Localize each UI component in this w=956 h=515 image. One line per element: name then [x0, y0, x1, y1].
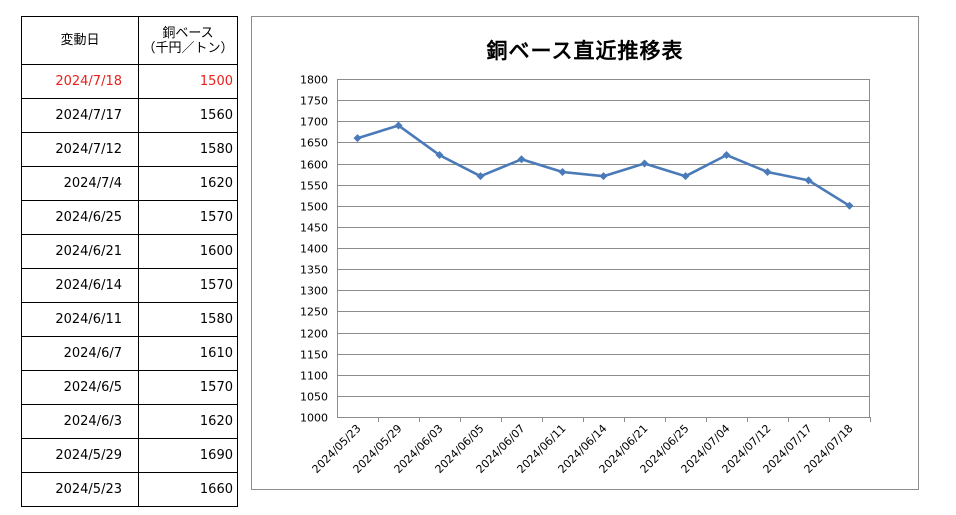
row-date: 2024/6/11 — [21, 302, 139, 337]
table-row: 2024/6/5 1570 — [21, 370, 238, 405]
y-tick-label: 1400 — [300, 243, 328, 256]
row-price: 1570 — [138, 370, 238, 405]
table-row: 2024/6/25 1570 — [21, 200, 238, 235]
table-row: 2024/6/21 1600 — [21, 234, 238, 269]
y-tick-label: 1300 — [300, 285, 328, 298]
row-date: 2024/6/7 — [21, 336, 139, 371]
row-date: 2024/5/29 — [21, 438, 139, 473]
row-price: 1580 — [138, 302, 238, 337]
table-row: 2024/6/3 1620 — [21, 404, 238, 439]
row-date: 2024/7/12 — [21, 132, 139, 167]
row-date: 2024/6/5 — [21, 370, 139, 405]
table-row: 2024/7/4 1620 — [21, 166, 238, 201]
table-row: 2024/6/14 1570 — [21, 268, 238, 303]
table-row: 2024/6/7 1610 — [21, 336, 238, 371]
row-date: 2024/7/18 — [21, 64, 139, 99]
row-date: 2024/5/23 — [21, 472, 139, 507]
row-price: 1560 — [138, 98, 238, 133]
row-price: 1620 — [138, 404, 238, 439]
header-price-line1: 銅ベース — [162, 25, 214, 41]
row-price: 1580 — [138, 132, 238, 167]
row-price: 1500 — [138, 64, 238, 99]
data-point-marker — [845, 201, 854, 210]
table-row: 2024/7/18 1500 — [21, 64, 238, 99]
row-price: 1570 — [138, 200, 238, 235]
data-point-marker — [435, 151, 444, 160]
y-tick-label: 1800 — [300, 74, 328, 87]
y-tick-label: 1500 — [300, 201, 328, 214]
data-point-marker — [804, 176, 813, 185]
data-point-marker — [558, 167, 567, 176]
data-point-marker — [517, 155, 526, 164]
row-price: 1690 — [138, 438, 238, 473]
data-point-marker — [394, 121, 403, 130]
chart-title: 銅ベース直近推移表 — [486, 39, 684, 63]
row-price: 1610 — [138, 336, 238, 371]
table-row: 2024/7/17 1560 — [21, 98, 238, 133]
data-point-marker — [722, 151, 731, 160]
row-date: 2024/6/14 — [21, 268, 139, 303]
header-price: 銅ベース （千円／トン） — [138, 16, 238, 65]
row-price: 1600 — [138, 234, 238, 269]
row-price: 1620 — [138, 166, 238, 201]
y-tick-label: 1550 — [300, 180, 328, 193]
line-chart: 1000 1050 1100 1150 1200 1250 1300 1350 1400 1450… — [300, 74, 871, 476]
table-row: 2024/5/23 1660 — [21, 472, 238, 507]
table-row: 2024/5/29 1690 — [21, 438, 238, 473]
table-header-row: 変動日 銅ベース （千円／トン） — [21, 16, 238, 65]
y-tick-label: 1150 — [300, 349, 328, 362]
data-point-marker — [476, 172, 485, 181]
row-date: 2024/6/21 — [21, 234, 139, 269]
row-price: 1570 — [138, 268, 238, 303]
table-row: 2024/6/11 1580 — [21, 302, 238, 337]
row-date: 2024/6/3 — [21, 404, 139, 439]
y-tick-label: 1650 — [300, 137, 328, 150]
y-tick-label: 1700 — [300, 116, 328, 129]
y-tick-label: 1450 — [300, 222, 328, 235]
data-point-marker — [640, 159, 649, 168]
y-tick-label: 1350 — [300, 264, 328, 277]
data-point-marker — [681, 172, 690, 181]
row-date: 2024/7/17 — [21, 98, 139, 133]
data-point-marker — [599, 172, 608, 181]
y-tick-label: 1200 — [300, 328, 328, 341]
row-date: 2024/7/4 — [21, 166, 139, 201]
header-price-line2: （千円／トン） — [142, 40, 234, 56]
header-date: 変動日 — [21, 16, 139, 65]
chart-panel: 銅ベース直近推移表 1000 1050 1100 1150 1200 1250 1300 13… — [251, 16, 919, 490]
y-tick-label: 1750 — [300, 95, 328, 108]
y-tick-label: 1250 — [300, 306, 328, 319]
data-point-marker — [353, 134, 362, 143]
row-price: 1660 — [138, 472, 238, 507]
table-row: 2024/7/12 1580 — [21, 132, 238, 167]
price-table: 変動日 銅ベース （千円／トン） 2024/7/18 1500 2024/7/17 1… — [21, 16, 238, 507]
row-date: 2024/6/25 — [21, 200, 139, 235]
series-line — [357, 124, 851, 207]
y-tick-label: 1000 — [300, 412, 328, 425]
y-tick-label: 1600 — [300, 159, 328, 172]
y-tick-label: 1100 — [300, 370, 328, 383]
data-point-marker — [763, 167, 772, 176]
y-tick-label: 1050 — [300, 391, 328, 404]
